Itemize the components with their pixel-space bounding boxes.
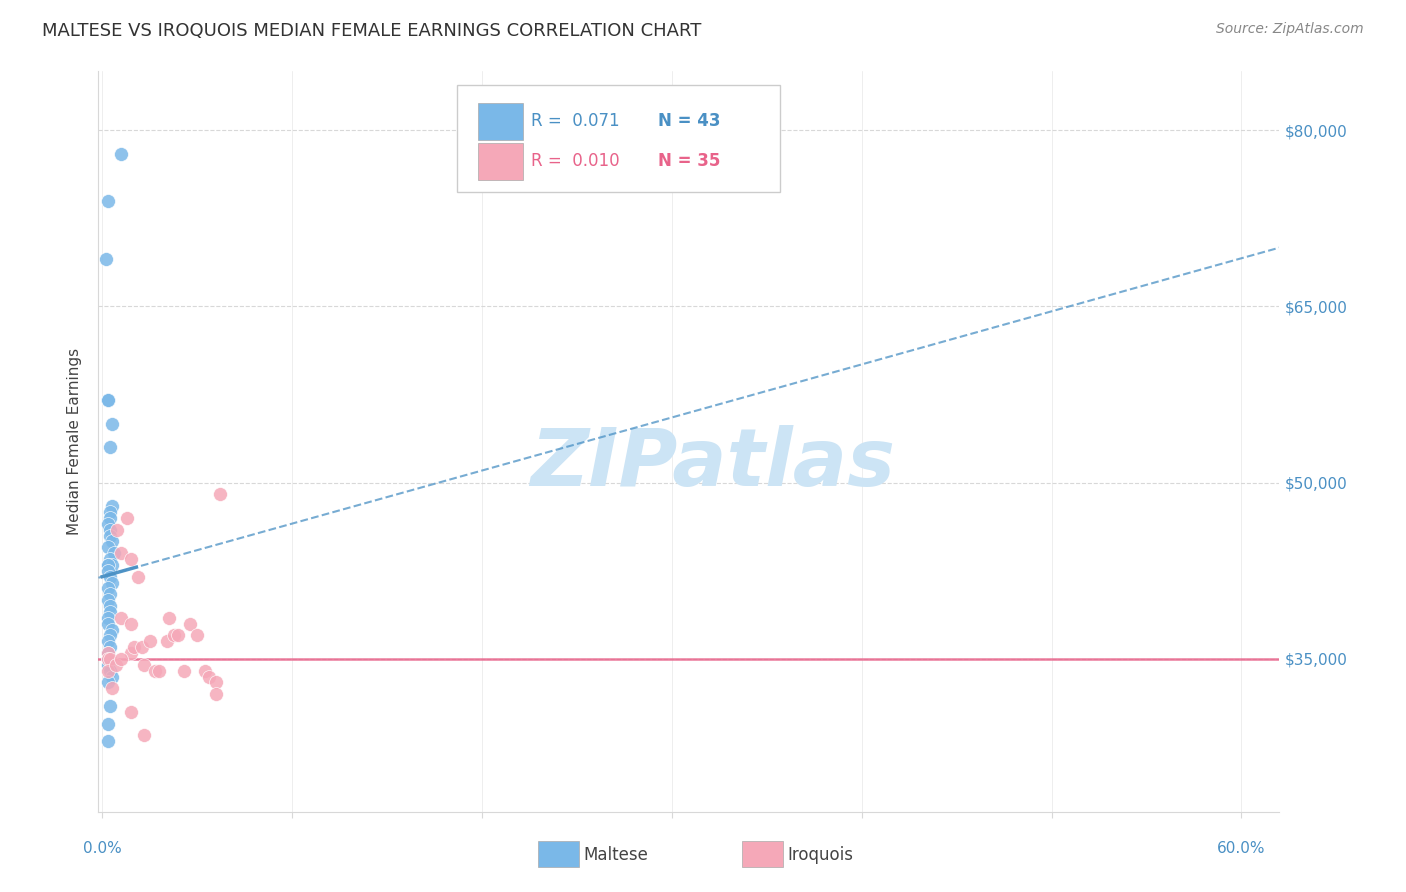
- Point: [98, 441, 121, 455]
- Point: [97, 652, 120, 666]
- Point: [132, 728, 155, 742]
- Point: [124, 640, 146, 655]
- Point: [110, 611, 132, 625]
- Point: [98, 511, 121, 525]
- Point: [103, 546, 125, 560]
- Y-axis label: Median Female Earnings: Median Female Earnings: [67, 348, 83, 535]
- Point: [156, 634, 179, 648]
- Point: [145, 664, 167, 678]
- Point: [100, 499, 122, 513]
- Point: [100, 558, 122, 572]
- Point: [98, 523, 121, 537]
- Point: [100, 623, 122, 637]
- Point: [205, 687, 228, 701]
- Point: [194, 664, 217, 678]
- Point: [97, 194, 120, 208]
- Point: [97, 716, 120, 731]
- Point: [157, 611, 180, 625]
- Point: [97, 564, 120, 578]
- Point: [173, 664, 195, 678]
- Point: [110, 546, 132, 560]
- Text: MALTESE VS IROQUOIS MEDIAN FEMALE EARNINGS CORRELATION CHART: MALTESE VS IROQUOIS MEDIAN FEMALE EARNIN…: [42, 22, 702, 40]
- Point: [120, 705, 142, 719]
- Point: [98, 599, 121, 613]
- Point: [179, 616, 201, 631]
- Point: [110, 146, 132, 161]
- Text: Iroquois: Iroquois: [787, 846, 853, 863]
- Point: [120, 616, 142, 631]
- Point: [98, 628, 121, 642]
- Point: [205, 675, 228, 690]
- Point: [167, 628, 190, 642]
- Point: [97, 541, 120, 555]
- Point: [97, 611, 120, 625]
- Point: [127, 570, 149, 584]
- Point: [110, 652, 132, 666]
- Text: 60.0%: 60.0%: [1218, 841, 1265, 856]
- Point: [97, 675, 120, 690]
- Point: [97, 516, 120, 531]
- Point: [98, 505, 121, 519]
- Point: [208, 487, 231, 501]
- Point: [100, 417, 122, 431]
- Point: [100, 534, 122, 549]
- Text: ZIPatlas: ZIPatlas: [530, 425, 896, 503]
- Point: [97, 558, 120, 572]
- Point: [98, 698, 121, 713]
- Text: Maltese: Maltese: [583, 846, 648, 863]
- Point: [97, 582, 120, 596]
- Point: [197, 669, 219, 683]
- Point: [100, 681, 122, 696]
- Point: [100, 669, 122, 683]
- Point: [97, 646, 120, 660]
- Point: [120, 646, 142, 660]
- Point: [97, 558, 120, 572]
- Point: [148, 664, 170, 678]
- Point: [97, 657, 120, 672]
- Point: [98, 605, 121, 619]
- Point: [98, 587, 121, 601]
- Point: [98, 664, 121, 678]
- Point: [97, 646, 120, 660]
- Point: [97, 652, 120, 666]
- Point: [132, 657, 155, 672]
- Point: [107, 523, 129, 537]
- Point: [98, 652, 121, 666]
- Point: [163, 628, 186, 642]
- Point: [100, 575, 122, 590]
- Point: [98, 552, 121, 566]
- Point: [104, 657, 127, 672]
- Text: Source: ZipAtlas.com: Source: ZipAtlas.com: [1216, 22, 1364, 37]
- Point: [138, 634, 160, 648]
- Point: [94, 252, 117, 267]
- Point: [120, 552, 142, 566]
- Point: [97, 393, 120, 408]
- Point: [98, 528, 121, 542]
- Point: [97, 634, 120, 648]
- Point: [186, 628, 208, 642]
- Point: [97, 593, 120, 607]
- Point: [131, 640, 153, 655]
- Point: [98, 570, 121, 584]
- Point: [97, 664, 120, 678]
- Text: 0.0%: 0.0%: [83, 841, 121, 856]
- Point: [115, 511, 138, 525]
- Text: N = 43: N = 43: [658, 112, 720, 130]
- Text: N = 35: N = 35: [658, 153, 720, 170]
- Point: [97, 734, 120, 748]
- Text: R =  0.010: R = 0.010: [531, 153, 620, 170]
- Point: [97, 616, 120, 631]
- Point: [98, 640, 121, 655]
- Point: [97, 393, 120, 408]
- Text: R =  0.071: R = 0.071: [531, 112, 620, 130]
